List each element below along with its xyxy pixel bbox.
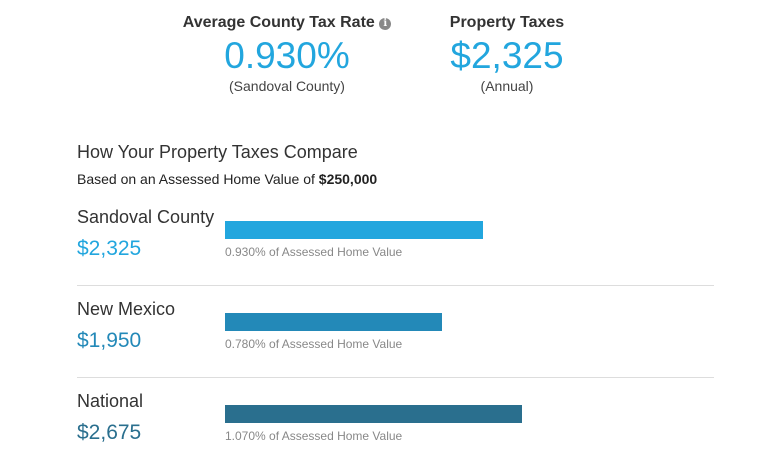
row-pct: 0.930% of Assessed Home Value bbox=[225, 245, 403, 259]
avg-tax-rate-stat: Average County Tax Rate i 0.930% (Sandov… bbox=[167, 14, 407, 94]
info-icon[interactable]: i bbox=[379, 18, 392, 30]
compare-row-national: National $2,675 1.070% of Assessed Home … bbox=[77, 391, 714, 471]
compare-title: How Your Property Taxes Compare bbox=[77, 142, 358, 162]
row-pct: 0.780% of Assessed Home Value bbox=[225, 337, 403, 351]
divider bbox=[77, 377, 714, 378]
avg-tax-rate-value: 0.930% bbox=[224, 35, 350, 76]
row-name: Sandoval County bbox=[77, 207, 215, 227]
row-pct: 1.070% of Assessed Home Value bbox=[225, 429, 403, 443]
row-amount: $2,325 bbox=[77, 237, 142, 260]
property-taxes-stat: Property Taxes $2,325 (Annual) bbox=[417, 14, 597, 94]
property-taxes-label: Property Taxes bbox=[449, 14, 565, 31]
compare-row-county: Sandoval County $2,325 0.930% of Assesse… bbox=[77, 207, 714, 287]
row-name: National bbox=[77, 391, 144, 411]
compare-row-state: New Mexico $1,950 0.780% of Assessed Hom… bbox=[77, 299, 714, 379]
property-taxes-value: $2,325 bbox=[450, 35, 564, 76]
row-bar bbox=[225, 313, 442, 331]
subtitle-text: Based on an Assessed Home Value of bbox=[77, 171, 319, 187]
row-amount: $2,675 bbox=[77, 421, 142, 444]
row-bar bbox=[225, 221, 484, 239]
row-bar bbox=[225, 405, 523, 423]
home-value: $250,000 bbox=[318, 171, 378, 187]
property-taxes-sub: (Annual) bbox=[480, 78, 534, 94]
compare-subtitle: Based on an Assessed Home Value of $250,… bbox=[77, 171, 377, 187]
row-name: New Mexico bbox=[77, 299, 176, 319]
row-amount: $1,950 bbox=[77, 329, 142, 352]
divider bbox=[77, 285, 714, 286]
avg-tax-rate-sub: (Sandoval County) bbox=[229, 78, 345, 94]
avg-tax-rate-label: Average County Tax Rate bbox=[182, 14, 375, 31]
